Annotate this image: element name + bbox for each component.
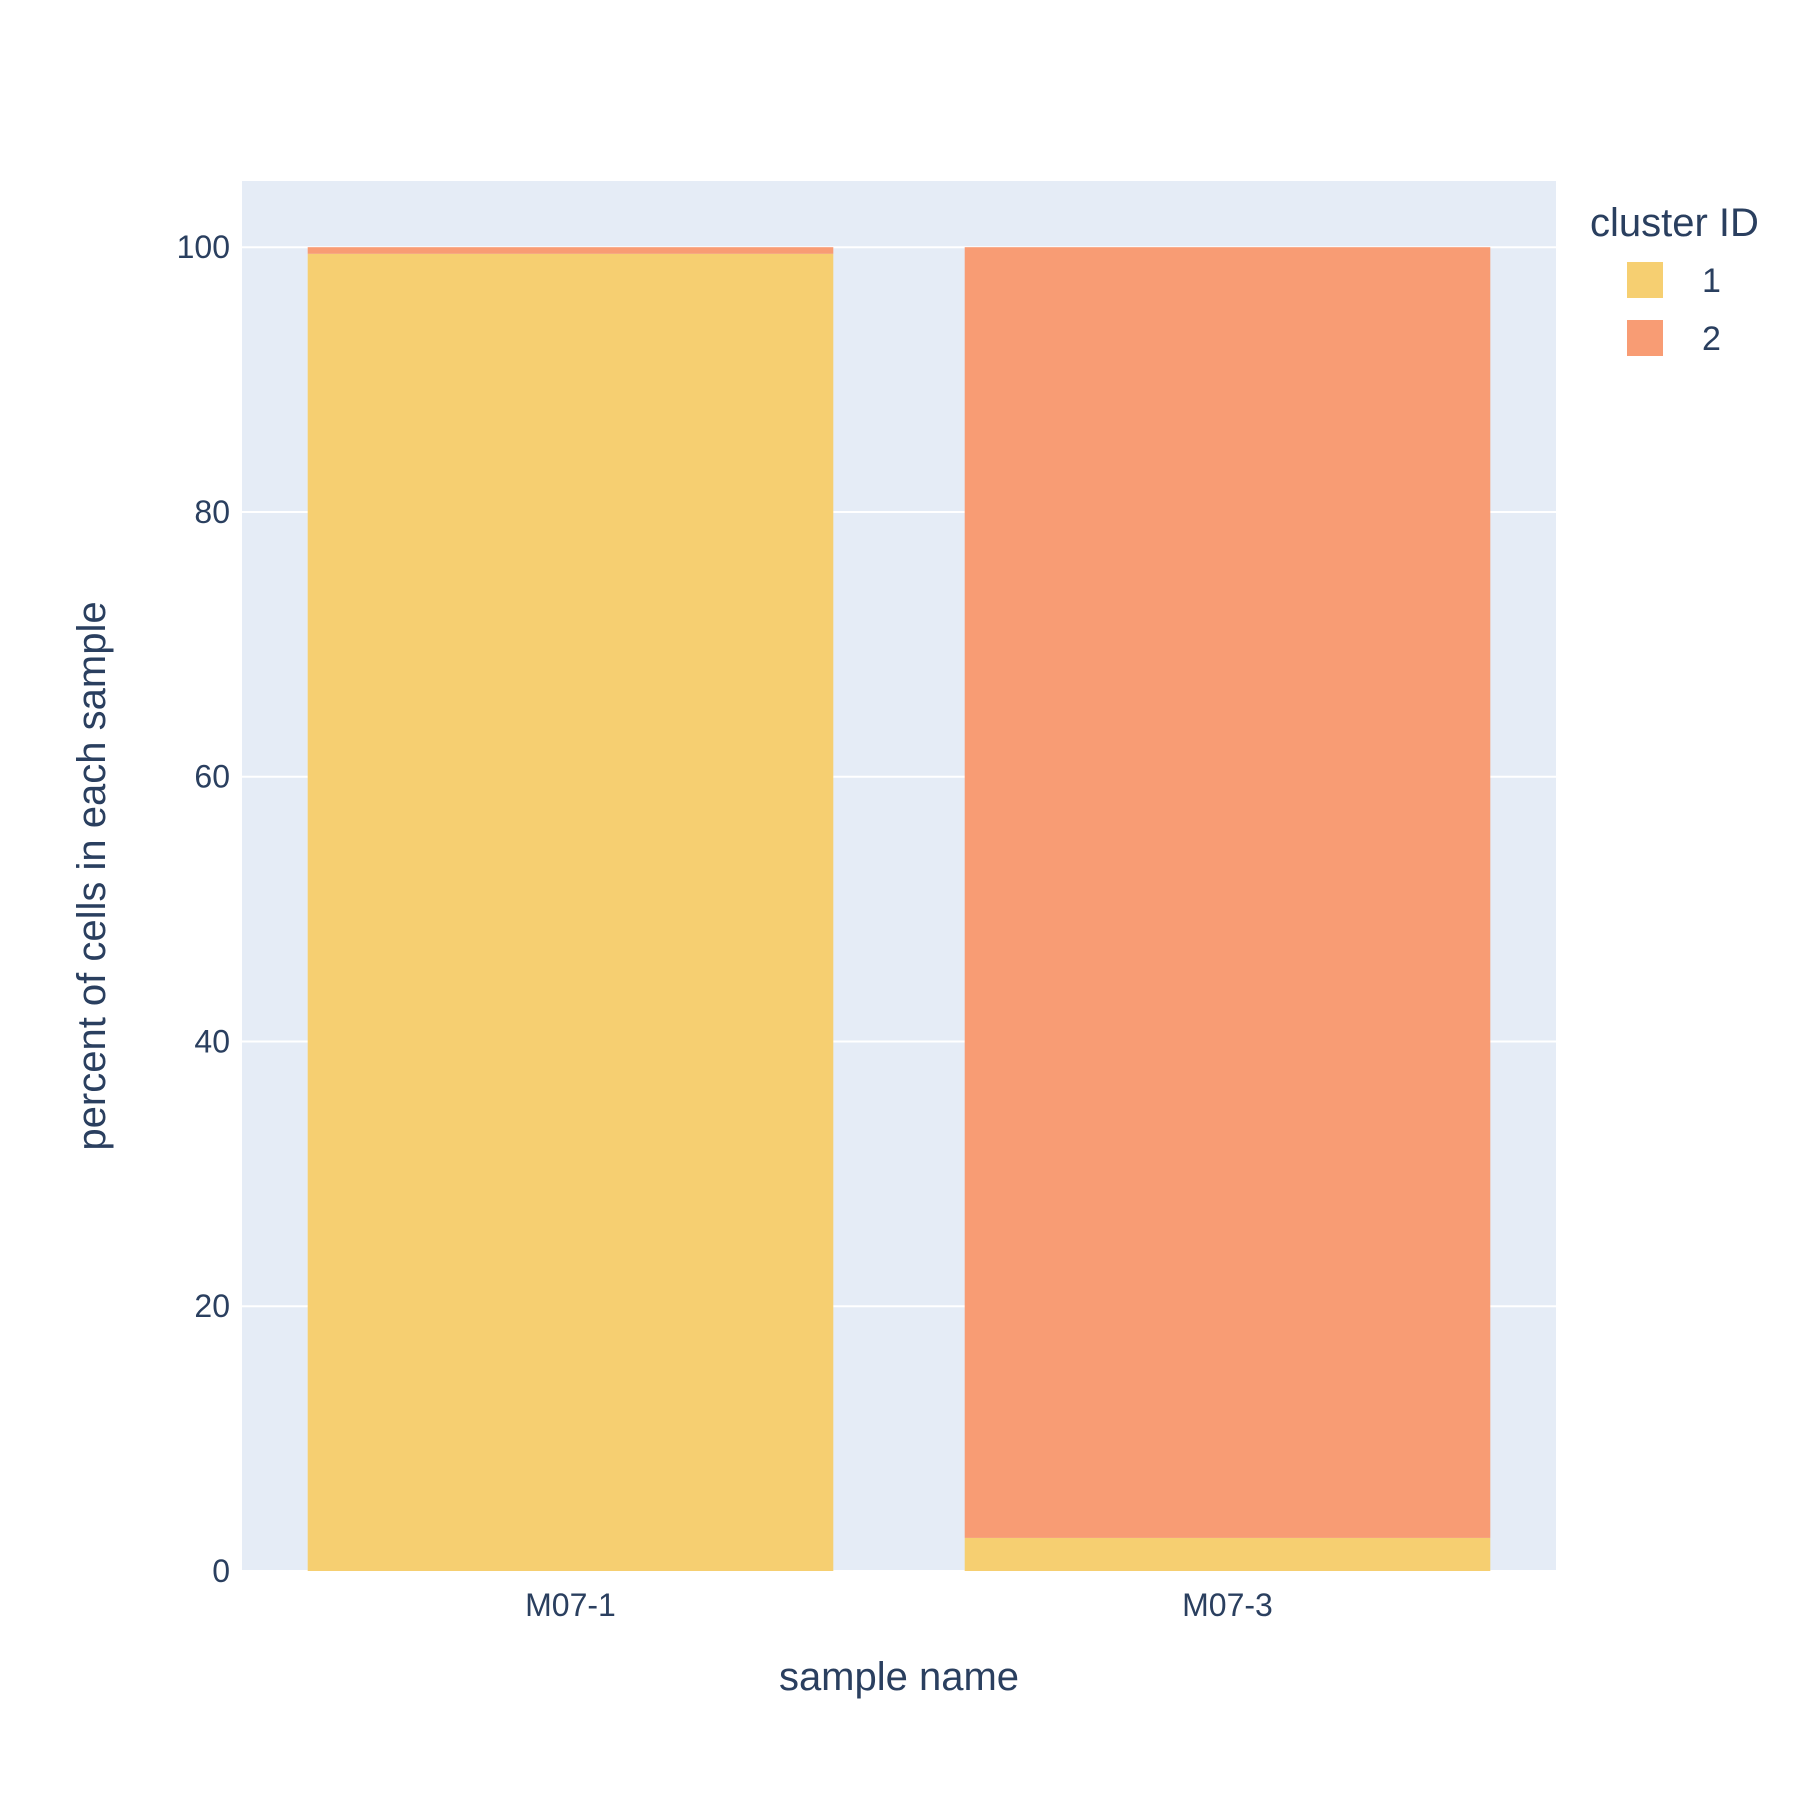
y-tick-label: 80 [194, 494, 230, 530]
bar-M07-3-cluster-2[interactable] [964, 247, 1491, 1538]
legend-item-1[interactable]: 1 [1627, 262, 1721, 300]
legend-title: cluster ID [1590, 201, 1759, 245]
bar-M07-1-cluster-1[interactable] [307, 253, 834, 1571]
x-tick-label: M07-1 [525, 1587, 616, 1623]
x-axis-title: sample name [779, 1655, 1019, 1699]
legend-swatch [1627, 262, 1663, 298]
y-axis-title: percent of cells in each sample [70, 601, 114, 1150]
y-axis-ticks: 0 20 40 60 80 100 [177, 229, 230, 1589]
y-tick-label: 40 [194, 1023, 230, 1059]
legend[interactable]: cluster ID 12 [1590, 201, 1759, 358]
bars [307, 247, 1491, 1571]
x-axis-ticks: M07-1 M07-3 [525, 1587, 1273, 1623]
x-tick-label: M07-3 [1182, 1587, 1273, 1623]
legend-swatch [1627, 320, 1663, 356]
y-tick-label: 0 [212, 1553, 230, 1589]
legend-items[interactable]: 12 [1627, 262, 1721, 358]
y-tick-label: 100 [177, 229, 230, 265]
bar-M07-3-cluster-1[interactable] [964, 1537, 1491, 1571]
legend-label: 1 [1702, 262, 1721, 300]
legend-label: 2 [1702, 320, 1721, 358]
bar-M07-1-cluster-2[interactable] [307, 247, 834, 254]
legend-item-2[interactable]: 2 [1627, 320, 1721, 358]
y-tick-label: 60 [194, 759, 230, 795]
y-tick-label: 20 [194, 1288, 230, 1324]
